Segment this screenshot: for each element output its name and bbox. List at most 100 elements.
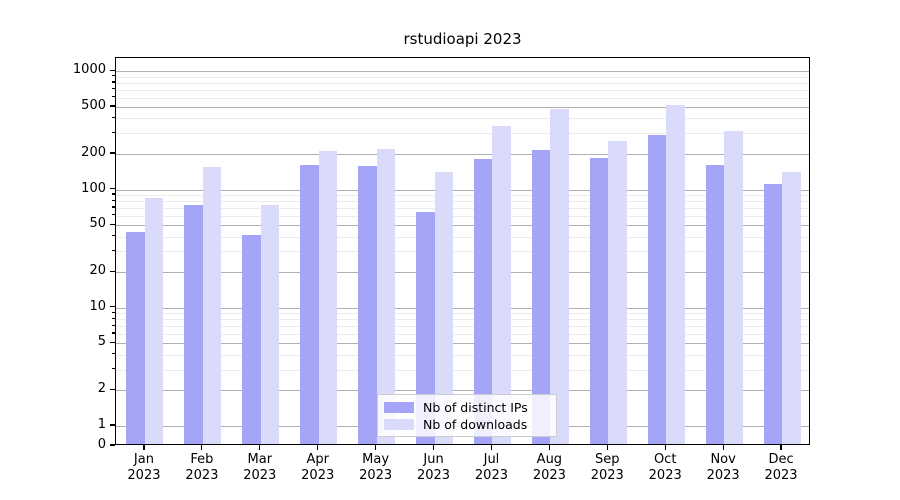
gridline-major	[116, 107, 809, 109]
x-axis-tick	[548, 445, 550, 450]
x-axis-tick-year: 2023	[532, 468, 566, 483]
bar-distinct-ips	[647, 134, 667, 444]
y-axis-minor-tick	[112, 199, 115, 201]
y-axis-minor-tick	[112, 88, 115, 90]
x-axis-tick-month: Sep	[595, 452, 620, 467]
y-axis-tick	[110, 306, 115, 308]
y-axis-minor-tick	[112, 368, 115, 370]
y-axis-tick-label: 20	[89, 263, 106, 279]
x-axis-tick-year: 2023	[185, 468, 219, 483]
y-axis-minor-tick	[112, 235, 115, 237]
y-axis-minor-tick	[112, 223, 115, 225]
x-axis-tick-label: Jan 2023	[104, 452, 184, 484]
y-axis-tick-label: 5	[97, 334, 106, 350]
gridline-major	[116, 189, 809, 191]
x-axis-tick-label: Mar 2023	[220, 452, 300, 484]
bar-downloads	[492, 126, 511, 444]
bar-distinct-ips	[416, 212, 435, 444]
y-axis-minor-tick	[112, 311, 115, 313]
y-axis-minor-tick	[112, 324, 115, 326]
y-axis-tick-label: 1	[97, 417, 106, 433]
y-axis-minor-tick	[112, 193, 115, 195]
y-axis-tick-label: 2	[97, 381, 106, 397]
x-axis-tick	[722, 445, 724, 450]
x-axis-tick	[664, 445, 666, 450]
bar-downloads	[376, 149, 396, 444]
x-axis-tick-label: Sep 2023	[567, 452, 647, 484]
y-axis-minor-tick	[112, 214, 115, 216]
plot-area	[115, 57, 810, 445]
x-axis-tick-label: Dec 2023	[741, 452, 821, 484]
x-axis-tick	[606, 445, 608, 450]
legend-label-distinct-ips: Nb of distinct IPs	[423, 399, 528, 415]
y-axis-minor-tick	[112, 81, 115, 83]
y-axis-minor-tick	[112, 96, 115, 98]
x-axis-tick-year: 2023	[648, 468, 682, 483]
y-axis-tick-label: 200	[81, 145, 106, 161]
y-axis-minor-tick	[112, 317, 115, 319]
y-axis-tick	[110, 444, 115, 446]
x-axis-tick-month: Nov	[710, 452, 736, 467]
x-axis-tick-month: Oct	[653, 452, 677, 467]
gridline-minor	[116, 118, 809, 120]
x-axis-tick-month: Apr	[306, 452, 329, 467]
x-axis-tick	[490, 445, 493, 450]
x-axis-tick	[201, 445, 203, 450]
gridline-minor	[116, 201, 809, 203]
x-axis-tick-label: Nov 2023	[683, 452, 763, 484]
chart-title: rstudioapi 2023	[403, 30, 522, 48]
x-axis-tick	[432, 445, 435, 450]
x-axis-tick	[317, 445, 319, 450]
x-axis-tick-label: Jun 2023	[394, 452, 474, 484]
legend-item-downloads: Nb of downloads	[384, 416, 550, 433]
x-axis-tick-year: 2023	[764, 468, 798, 483]
bar-downloads	[666, 105, 685, 444]
gridline-minor	[116, 334, 809, 336]
y-axis-minor-tick	[112, 116, 115, 119]
y-axis-tick-label: 100	[81, 180, 106, 196]
x-axis-tick	[143, 445, 145, 450]
legend-item-distinct-ips: Nb of distinct IPs	[384, 399, 550, 416]
x-axis-tick-year: 2023	[301, 468, 335, 483]
x-axis-tick-month: Mar	[247, 452, 273, 467]
bar-distinct-ips	[705, 165, 725, 444]
gridline-major	[116, 272, 809, 274]
gridline-minor	[116, 89, 809, 91]
x-axis-tick-month: Aug	[536, 452, 563, 467]
bar-distinct-ips	[300, 165, 319, 444]
x-axis-tick-month: Feb	[190, 452, 214, 467]
y-axis-tick-label: 1000	[72, 62, 106, 78]
gridline-minor	[116, 369, 809, 371]
x-axis-tick-year: 2023	[706, 468, 740, 483]
gridline-minor	[116, 215, 809, 217]
gridline-major	[116, 343, 809, 345]
y-axis-minor-tick	[112, 341, 115, 343]
bar-downloads	[608, 140, 627, 444]
bar-distinct-ips	[473, 158, 493, 444]
gridline-minor	[116, 97, 809, 99]
x-axis-tick-year: 2023	[416, 468, 451, 483]
bar-downloads	[782, 172, 801, 444]
x-axis-tick-year: 2023	[359, 468, 393, 483]
gridline-minor	[116, 207, 809, 209]
y-axis-tick	[110, 424, 115, 426]
gridline-major	[116, 71, 809, 73]
bar-distinct-ips	[589, 158, 609, 444]
y-axis-tick-label: 50	[89, 216, 106, 232]
y-axis-minor-tick	[112, 388, 115, 391]
y-axis-tick-label: 10	[89, 298, 106, 314]
bar-downloads	[202, 166, 222, 444]
y-axis-tick-label: 0	[97, 437, 106, 452]
y-axis-minor-tick	[112, 249, 115, 252]
x-axis-tick-label: Aug 2023	[509, 452, 589, 484]
gridline-minor	[116, 236, 809, 238]
bar-downloads	[144, 197, 164, 444]
gridline-minor	[116, 326, 809, 328]
y-axis-minor-tick	[112, 131, 115, 133]
gridline-minor	[116, 251, 809, 253]
gridline-minor	[116, 82, 809, 84]
bar-downloads	[550, 109, 569, 444]
bar-downloads	[260, 205, 280, 444]
gridline-minor	[116, 76, 809, 78]
